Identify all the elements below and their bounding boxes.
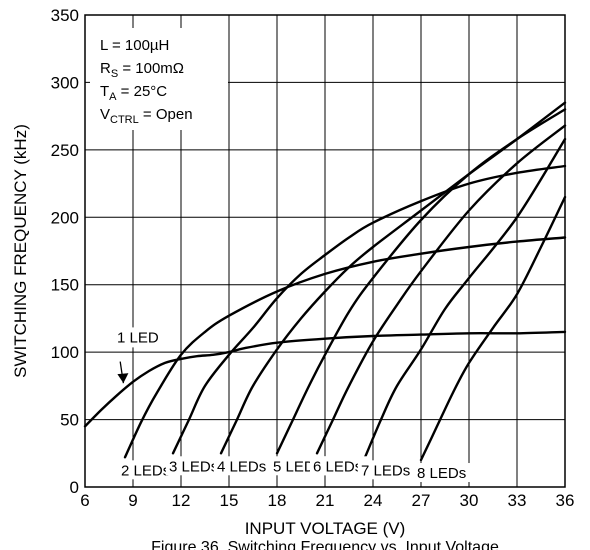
condition-line: L = 100µH — [100, 37, 169, 54]
x-tick-label: 15 — [220, 491, 239, 510]
y-tick-label: 350 — [51, 6, 79, 25]
x-tick-label: 18 — [268, 491, 287, 510]
plot-frame — [84, 14, 566, 488]
x-tick-label: 33 — [508, 491, 527, 510]
x-tick-label: 30 — [460, 491, 479, 510]
figure-caption: Figure 36. Switching Frequency vs. Input… — [151, 539, 499, 550]
condition-symbol: T — [100, 83, 109, 100]
annotation-bg — [107, 327, 167, 348]
x-tick-label: 24 — [364, 491, 383, 510]
annotation-label: 4 LEDs — [217, 458, 266, 475]
x-tick-label: 12 — [172, 491, 191, 510]
x-tick-label: 9 — [128, 491, 137, 510]
annotation-label: 2 LEDs — [121, 462, 170, 479]
condition-symbol: R — [100, 60, 111, 77]
annotation-bg — [166, 456, 224, 476]
annotation-label: 3 LEDs — [169, 458, 218, 475]
x-tick-label: 27 — [412, 491, 431, 510]
annotation-1-led: 1 LED — [107, 327, 167, 384]
y-tick-label: 250 — [51, 141, 79, 160]
annotation-bg — [414, 463, 472, 483]
annotation-label: 1 LED — [117, 329, 159, 346]
annotation-label: 5 LEDs — [273, 458, 322, 475]
y-tick-label: 300 — [51, 73, 79, 92]
y-tick-label: 50 — [60, 411, 79, 430]
condition-line: TA = 25°C — [100, 83, 167, 103]
annotation-3-leds: 3 LEDs — [166, 456, 224, 476]
annotation-label: 7 LEDs — [361, 462, 410, 479]
y-tick-label: 200 — [51, 208, 79, 227]
condition-subscript: S — [111, 68, 118, 80]
condition-subscript: A — [109, 91, 117, 103]
series-line — [315, 124, 567, 455]
series-line — [363, 137, 567, 459]
condition-symbol: V — [100, 106, 110, 123]
condition-value: = Open — [139, 106, 193, 123]
condition-value: = 25°C — [117, 83, 168, 100]
annotation-label: 6 LEDs — [313, 458, 362, 475]
grid — [85, 15, 565, 487]
y-tick-label: 100 — [51, 343, 79, 362]
x-tick-label: 36 — [556, 491, 575, 510]
condition-symbol: L = 100µH — [100, 37, 169, 54]
series-line — [171, 164, 567, 455]
annotation-bg — [214, 456, 272, 476]
conditions-box — [90, 28, 228, 130]
series-line — [419, 195, 567, 462]
condition-subscript: CTRL — [110, 114, 139, 126]
series-line — [123, 236, 567, 459]
series-line — [275, 108, 567, 455]
annotation-7-leds: 7 LEDs — [358, 460, 416, 480]
x-axis-label: INPUT VOLTAGE (V) — [245, 519, 406, 538]
annotation-bg — [310, 456, 368, 476]
series-line — [83, 330, 567, 428]
annotation-bg — [118, 460, 176, 480]
x-tick-label: 6 — [80, 491, 89, 510]
condition-line: RS = 100mΩ — [100, 60, 184, 80]
annotation-label: 8 LEDs — [417, 465, 466, 482]
y-axis-label: SWITCHING FREQUENCY (kHz) — [11, 124, 30, 378]
annotation-6-leds: 6 LEDs — [310, 456, 368, 476]
condition-value: = 100mΩ — [118, 60, 184, 77]
annotation-2-leds: 2 LEDs — [118, 460, 176, 480]
annotation-4-leds: 4 LEDs — [214, 456, 272, 476]
annotation-arrow-head — [117, 373, 129, 384]
y-tick-label: 0 — [70, 478, 79, 497]
annotation-8-leds: 8 LEDs — [414, 463, 472, 483]
tick-labels: 6 9 12 15 18 21 24 27 30 33 36 0 50 100 150 200 250 300 35… — [51, 6, 575, 510]
y-tick-label: 150 — [51, 276, 79, 295]
annotation-bg — [358, 460, 416, 480]
test-conditions: L = 100µH RS = 100mΩ TA = 25°C VCTRL = Open — [90, 28, 228, 130]
series-lines — [83, 101, 567, 462]
condition-line: VCTRL = Open — [100, 106, 193, 126]
series-line — [219, 101, 567, 455]
x-tick-label: 21 — [316, 491, 335, 510]
